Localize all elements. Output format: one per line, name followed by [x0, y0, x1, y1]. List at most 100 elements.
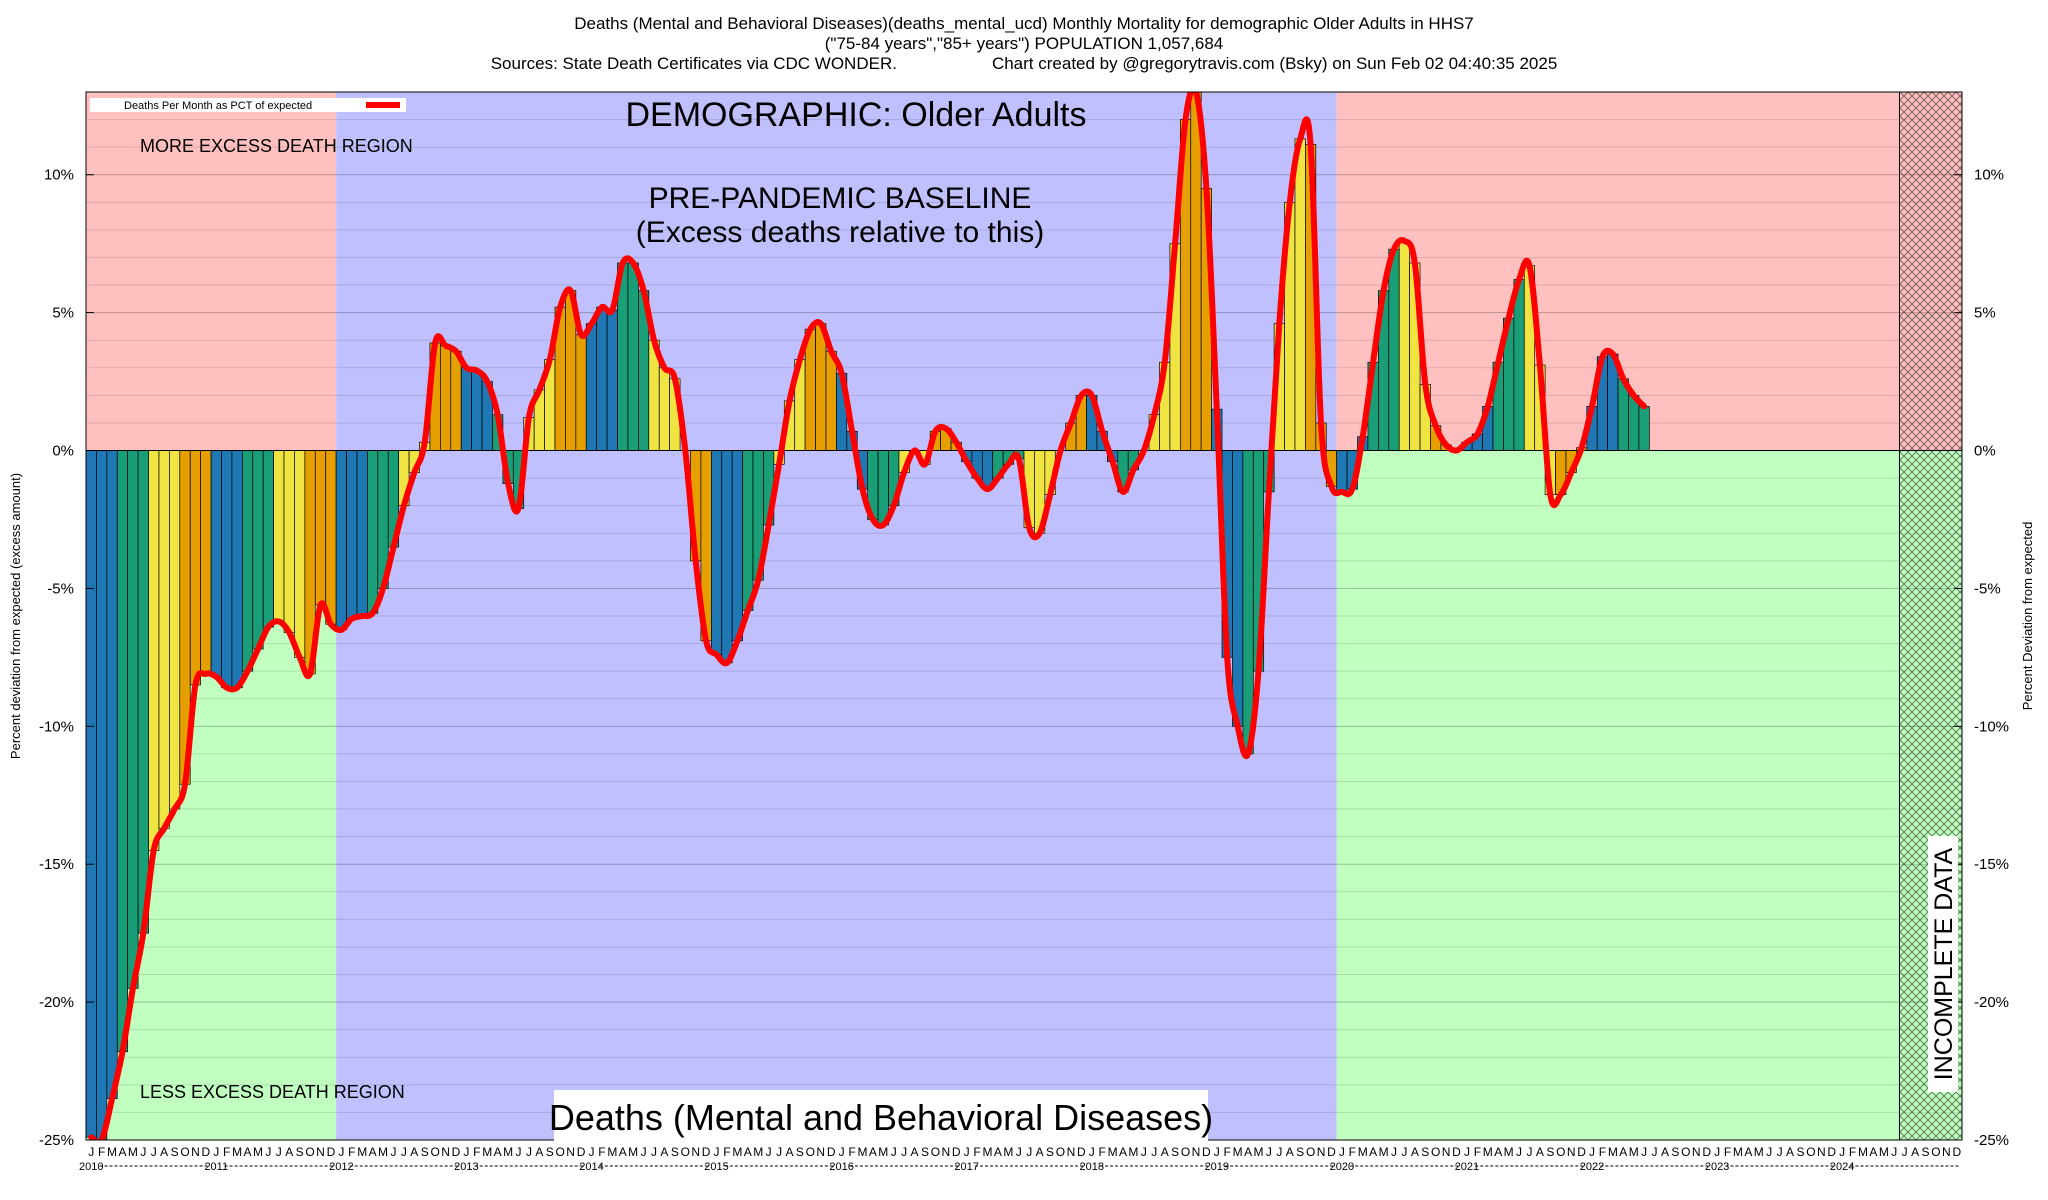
x-month-label: J	[1589, 1145, 1595, 1159]
bar-37	[471, 370, 483, 451]
x-month-label: M	[232, 1145, 242, 1159]
x-month-label: A	[160, 1145, 168, 1159]
more-region-left	[86, 92, 337, 451]
bar-22	[314, 450, 327, 606]
x-year-label: 2015	[704, 1161, 728, 1173]
x-month-label: J	[1141, 1145, 1147, 1159]
x-year-label: 2022	[1580, 1161, 1604, 1173]
x-month-label: J	[901, 1145, 907, 1159]
y-axis-label-left: Percent deviation from expected (excess …	[8, 473, 23, 759]
y-tick-label-right: 10%	[1974, 167, 2004, 184]
bar-70	[815, 323, 827, 451]
bar-61	[721, 450, 733, 664]
x-month-label: A	[1244, 1145, 1252, 1159]
x-month-label: A	[1161, 1145, 1169, 1159]
x-month-label: N	[1567, 1145, 1576, 1159]
x-month-label: F	[1599, 1145, 1606, 1159]
bar-49	[596, 306, 608, 451]
x-month-label: M	[1003, 1145, 1013, 1159]
x-month-label: M	[1128, 1145, 1138, 1159]
bar-7	[158, 450, 170, 829]
y-tick-label-left: 10%	[44, 167, 74, 184]
x-month-label: J	[1214, 1145, 1220, 1159]
x-month-label: M	[1379, 1145, 1389, 1159]
x-month-label: N	[1692, 1145, 1701, 1159]
x-month-label: A	[869, 1145, 877, 1159]
x-month-label: J	[1777, 1145, 1783, 1159]
x-month-label: O	[305, 1145, 314, 1159]
x-month-label: F	[1224, 1145, 1231, 1159]
x-month-label: M	[482, 1145, 492, 1159]
x-month-label: J	[1516, 1145, 1522, 1159]
x-month-label: M	[607, 1145, 617, 1159]
bar-19	[283, 450, 295, 633]
x-month-label: J	[588, 1145, 594, 1159]
x-month-label: F	[473, 1145, 480, 1159]
x-month-label: A	[369, 1145, 377, 1159]
x-month-label: J	[1276, 1145, 1282, 1159]
gridlines	[86, 91, 1962, 1141]
y-tick-label-left: -10%	[39, 718, 74, 735]
bar-125	[1388, 248, 1400, 451]
x-month-label: A	[1036, 1145, 1044, 1159]
x-month-label: J	[88, 1145, 94, 1159]
x-month-label: O	[430, 1145, 439, 1159]
x-month-label: D	[1452, 1145, 1461, 1159]
x-month-label: M	[1254, 1145, 1264, 1159]
y-tick-label-right: -25%	[1974, 1132, 2009, 1149]
x-month-label: A	[1911, 1145, 1919, 1159]
y-axis-label-right: Percent Deviation from expected	[2020, 522, 2035, 711]
x-month-label: M	[857, 1145, 867, 1159]
x-month-label: S	[921, 1145, 929, 1159]
bar-111	[1242, 450, 1254, 755]
x-month-label: A	[1536, 1145, 1544, 1159]
chart-subtitle: ("75-84 years","85+ years") POPULATION 1…	[824, 34, 1224, 53]
x-month-label: F	[348, 1145, 355, 1159]
x-month-label: J	[839, 1145, 845, 1159]
bottom-label: Deaths (Mental and Behavioral Diseases)	[549, 1097, 1213, 1138]
x-month-label: O	[931, 1145, 940, 1159]
x-month-label: S	[546, 1145, 554, 1159]
x-month-label: O	[1806, 1145, 1815, 1159]
x-month-label: F	[598, 1145, 605, 1159]
chart-title: Deaths (Mental and Behavioral Diseases)(…	[574, 14, 1474, 33]
x-month-label: M	[1733, 1145, 1743, 1159]
x-month-label: F	[723, 1145, 730, 1159]
x-month-label: J	[1526, 1145, 1532, 1159]
x-month-label: J	[338, 1145, 344, 1159]
x-month-label: J	[1401, 1145, 1407, 1159]
more-region-label: MORE EXCESS DEATH REGION	[140, 136, 413, 156]
x-month-label: J	[463, 1145, 469, 1159]
more-region-right	[1336, 92, 1962, 451]
x-month-label: M	[732, 1145, 742, 1159]
x-month-label: J	[265, 1145, 271, 1159]
x-month-label: J	[1266, 1145, 1272, 1159]
x-month-label: S	[1922, 1145, 1930, 1159]
x-month-label: M	[1754, 1145, 1764, 1159]
x-year-label: 2019	[1205, 1161, 1229, 1173]
x-month-label: O	[1181, 1145, 1190, 1159]
x-month-label: N	[566, 1145, 575, 1159]
x-month-label: A	[1744, 1145, 1752, 1159]
x-month-label: O	[806, 1145, 815, 1159]
bar-36	[460, 367, 472, 451]
less-region-right	[1336, 450, 1962, 1140]
x-month-label: D	[202, 1145, 211, 1159]
x-month-label: J	[276, 1145, 282, 1159]
x-month-label: M	[503, 1145, 513, 1159]
x-month-label: N	[691, 1145, 700, 1159]
x-month-label: M	[107, 1145, 117, 1159]
x-month-label: N	[441, 1145, 450, 1159]
x-month-label: O	[1681, 1145, 1690, 1159]
x-month-label: F	[1474, 1145, 1481, 1159]
legend-label: Deaths Per Month as PCT of expected	[124, 100, 312, 112]
title-block: Deaths (Mental and Behavioral Diseases)(…	[0, 14, 2048, 74]
x-month-label: F	[973, 1145, 980, 1159]
x-year-label: 2011	[204, 1161, 228, 1173]
x-month-label: M	[878, 1145, 888, 1159]
x-month-label: A	[1119, 1145, 1127, 1159]
x-month-label: J	[891, 1145, 897, 1159]
x-month-label: A	[494, 1145, 502, 1159]
